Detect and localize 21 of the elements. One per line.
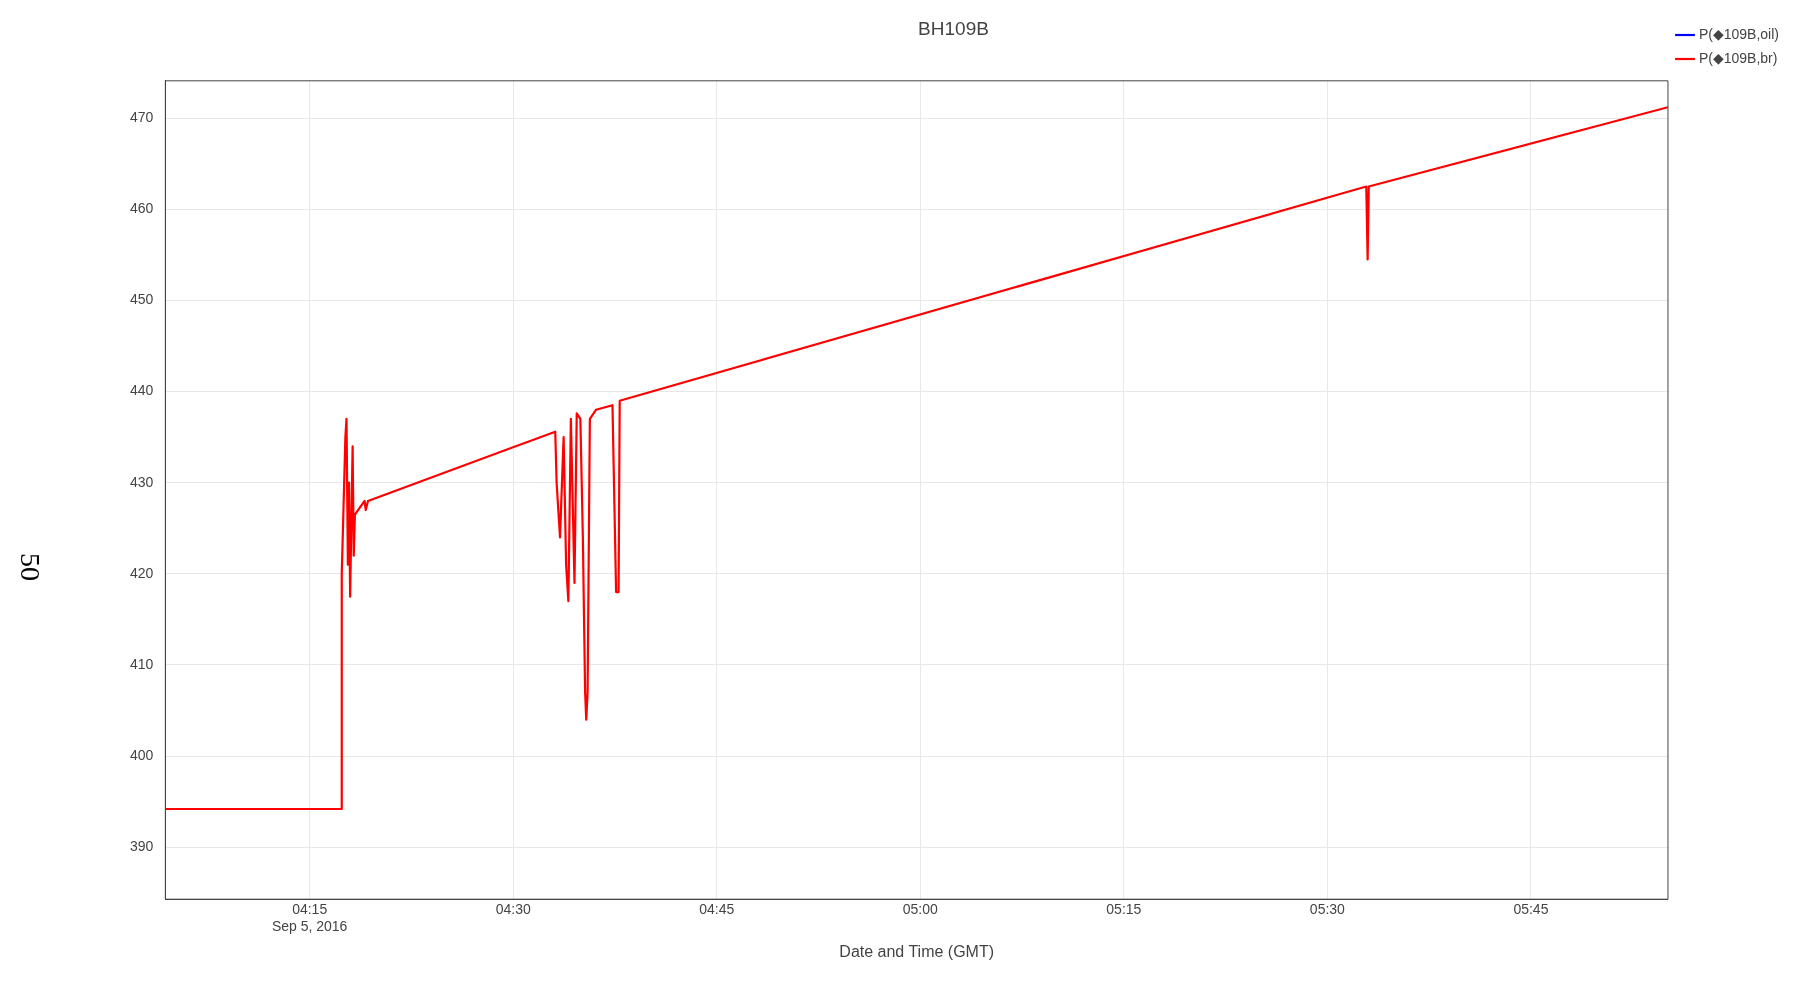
text: 50 xyxy=(14,553,46,581)
x-tick-label: 04:15 Sep 5, 2016 xyxy=(271,901,348,935)
y-tick-label: 440 xyxy=(130,382,154,399)
y-tick-label: 390 xyxy=(130,838,154,855)
legend-label: P(◆109B,oil) xyxy=(1698,25,1780,42)
legend-label: P(◆109B,br) xyxy=(1698,49,1778,66)
x-tick-label: 04:30 xyxy=(495,901,531,918)
y-tick-label: 470 xyxy=(130,109,154,126)
y-tick-label: 410 xyxy=(130,655,154,672)
x-tick-label: 05:00 xyxy=(902,901,939,918)
y-tick-label: 430 xyxy=(130,473,154,490)
y-tick-label: 420 xyxy=(130,564,154,581)
x-tick-label: 05:45 xyxy=(1513,901,1549,918)
x-tick-label: 04:45 xyxy=(699,901,735,918)
chart-title: BH109B xyxy=(918,17,989,39)
x-tick-label: 05:15 xyxy=(1106,901,1142,918)
x-axis-title: Date and Time (GMT) xyxy=(839,942,995,960)
y-tick-label: 400 xyxy=(130,746,154,763)
x-tick-label: 05:30 xyxy=(1309,901,1346,918)
y-tick-label: 460 xyxy=(130,200,154,217)
y-tick-label: 450 xyxy=(130,291,154,308)
